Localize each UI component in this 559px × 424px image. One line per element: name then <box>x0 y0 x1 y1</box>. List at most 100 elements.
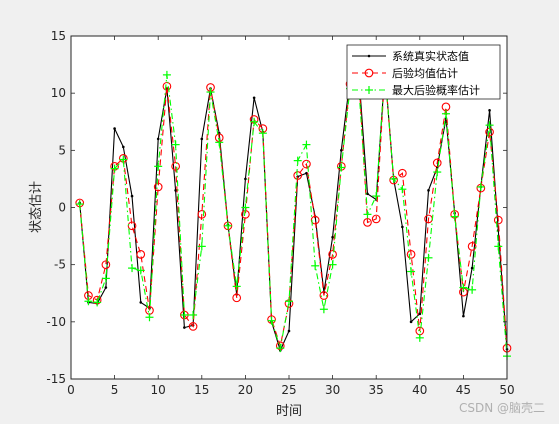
series-3-point <box>101 274 110 283</box>
series-3-point <box>223 221 232 230</box>
series-3-point <box>128 264 137 273</box>
series-3-point <box>84 297 93 306</box>
series-2-point <box>398 168 407 178</box>
series-3-point <box>311 261 320 270</box>
series-1-point <box>122 145 125 149</box>
series-3-point <box>215 138 224 147</box>
x-tick-label: 0 <box>67 383 75 397</box>
y-tick-label: -10 <box>46 315 66 329</box>
series-2-point <box>162 81 172 91</box>
series-3-point <box>154 162 163 171</box>
axes-box <box>70 35 508 380</box>
series-2-point <box>371 214 381 224</box>
series-3-point <box>267 316 276 325</box>
series-3-point <box>328 260 337 269</box>
series-3-point <box>93 298 102 307</box>
x-tick-label: 10 <box>151 383 166 397</box>
series-3-point <box>136 266 145 275</box>
legend-label: 后验均值估计 <box>392 66 458 80</box>
series-3-line <box>79 70 508 357</box>
series-3-point <box>241 203 250 212</box>
legend-swatch-marker <box>367 54 371 58</box>
series-1-point <box>409 320 413 324</box>
series-3-point <box>494 242 503 251</box>
series-3 <box>75 66 511 361</box>
y-tick-label: -15 <box>46 372 66 386</box>
series-3-point <box>450 212 459 221</box>
x-tick-label: 35 <box>369 383 384 397</box>
legend-label: 系统真实状态值 <box>392 49 469 63</box>
series-2-point <box>171 161 180 171</box>
series-2-point <box>432 158 442 168</box>
series-3-point <box>250 117 259 126</box>
series-3-point <box>468 285 477 294</box>
x-tick-label: 20 <box>238 383 253 397</box>
x-tick-label: 25 <box>281 383 296 397</box>
series-1-point <box>174 189 177 192</box>
series-3-point <box>302 140 311 149</box>
series-1-point <box>156 137 160 141</box>
series-1-point <box>244 177 247 181</box>
y-tick-label: 15 <box>51 29 66 43</box>
y-tick-label: 5 <box>58 143 66 157</box>
series-3-point <box>407 267 416 276</box>
series-1-point <box>418 312 422 316</box>
series-1-point <box>305 171 308 175</box>
series-2-point <box>493 215 503 225</box>
series-1-point <box>340 149 343 152</box>
series-3-point <box>162 70 171 79</box>
series-2-point <box>467 242 477 251</box>
x-tick-label: 5 <box>111 383 119 397</box>
series-3-point <box>258 129 267 138</box>
series-3-point <box>389 174 398 183</box>
series-3-point <box>189 310 198 319</box>
x-tick-label: 15 <box>194 383 209 397</box>
series-1-point <box>462 314 465 318</box>
series-2-point <box>188 322 198 331</box>
series-2-point <box>319 291 329 300</box>
series-1-point <box>427 189 430 192</box>
series-1-point <box>470 266 474 270</box>
series-3-point <box>75 200 84 209</box>
series-2-point <box>101 260 111 270</box>
series-1-point <box>183 326 186 329</box>
series-2-point <box>136 250 146 259</box>
series-3-point <box>363 210 372 219</box>
series-3-point <box>285 297 293 306</box>
series-2-point <box>363 218 372 227</box>
series-3-point <box>145 313 154 322</box>
legend-entry-1: 系统真实状态值 <box>352 49 469 63</box>
x-tick-label: 30 <box>325 383 340 397</box>
series-3-point <box>459 283 468 292</box>
series-2-point <box>232 293 242 303</box>
series-3-point <box>415 333 424 342</box>
legend-swatch-marker <box>364 68 374 78</box>
x-tick-labels: 0 5 10 15 20 25 30 35 40 45 50 <box>67 383 514 397</box>
series-2-point <box>127 221 137 231</box>
x-tick-label: 40 <box>412 383 427 397</box>
series-1-point <box>252 96 256 100</box>
y-axis-label: 状态估计 <box>29 181 44 233</box>
series-3-point <box>293 156 302 165</box>
series-layer <box>75 65 512 361</box>
series-1-point <box>366 192 369 196</box>
x-tick-label: 45 <box>456 383 471 397</box>
series-1-point <box>287 329 291 333</box>
series-3-point <box>232 282 241 291</box>
legend-entry-3: 最大后验概率估计 <box>352 83 480 97</box>
series-3-point <box>476 182 485 191</box>
legend-swatch-marker <box>365 86 373 94</box>
series-3-point <box>485 121 494 130</box>
series-2-point <box>153 182 163 192</box>
y-tick-labels: -15 -10 -5 0 5 10 15 <box>46 29 66 386</box>
series-1-point <box>104 286 108 289</box>
y-tick-label: 10 <box>51 86 66 100</box>
series-3-point <box>337 163 346 172</box>
legend-entry-2: 后验均值估计 <box>352 66 458 80</box>
series-1-point <box>130 194 134 198</box>
series-3-point <box>180 310 189 319</box>
x-axis-label: 时间 <box>276 404 302 419</box>
